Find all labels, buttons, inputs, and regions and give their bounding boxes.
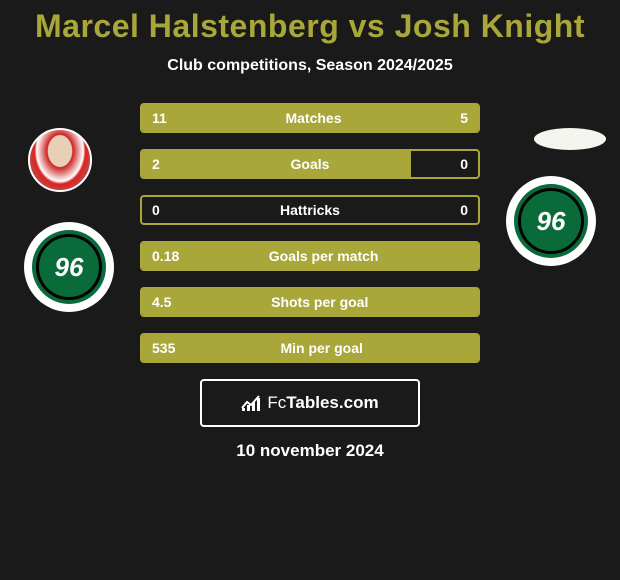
stat-value-left: 11 xyxy=(142,110,167,126)
subtitle: Club competitions, Season 2024/2025 xyxy=(0,57,620,75)
stat-row: 11Matches5 xyxy=(140,103,480,133)
stat-label: Goals per match xyxy=(179,248,468,264)
player2-club-badge: 96 xyxy=(506,176,596,266)
stat-value-left: 4.5 xyxy=(142,294,171,310)
player2-name: Josh Knight xyxy=(395,8,585,44)
stat-label: Hattricks xyxy=(160,202,460,218)
club-badge-text: 96 xyxy=(32,230,106,304)
stat-value-right: 0 xyxy=(460,156,478,172)
player1-photo xyxy=(28,128,92,192)
stat-value-left: 0.18 xyxy=(142,248,179,264)
brand-footer: FcTables.com xyxy=(200,379,420,427)
stat-row: 2Goals0 xyxy=(140,149,480,179)
stat-label: Goals xyxy=(160,156,460,172)
footer-date: 10 november 2024 xyxy=(0,441,620,461)
stat-value-right: 0 xyxy=(460,202,478,218)
player1-club-badge: 96 xyxy=(24,222,114,312)
stat-value-left: 2 xyxy=(142,156,160,172)
stat-value-left: 0 xyxy=(142,202,160,218)
brand-text: FcTables.com xyxy=(267,393,378,413)
player1-name: Marcel Halstenberg xyxy=(35,8,339,44)
stat-value-left: 535 xyxy=(142,340,175,356)
stat-row: 0.18Goals per match xyxy=(140,241,480,271)
stat-label: Min per goal xyxy=(175,340,468,356)
stat-value-right: 5 xyxy=(460,110,478,126)
chart-icon xyxy=(241,394,261,412)
comparison-title: Marcel Halstenberg vs Josh Knight xyxy=(0,8,620,45)
stat-row: 535Min per goal xyxy=(140,333,480,363)
player2-photo xyxy=(534,128,606,150)
brand-pre: Fc xyxy=(267,393,286,412)
brand-post: Tables.com xyxy=(286,393,378,412)
club-badge-text: 96 xyxy=(514,184,588,258)
stat-row: 4.5Shots per goal xyxy=(140,287,480,317)
stat-label: Shots per goal xyxy=(171,294,468,310)
vs-text: vs xyxy=(349,8,386,44)
stat-bars: 11Matches52Goals00Hattricks00.18Goals pe… xyxy=(140,103,480,363)
stat-label: Matches xyxy=(167,110,460,126)
stat-row: 0Hattricks0 xyxy=(140,195,480,225)
